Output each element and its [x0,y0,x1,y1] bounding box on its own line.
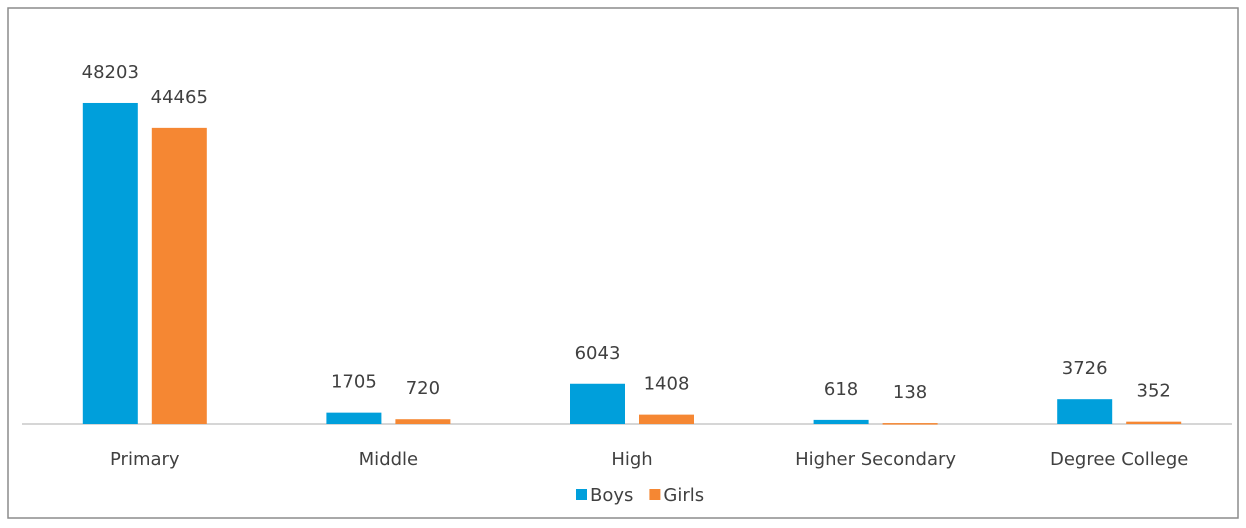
legend-label: Boys [590,485,633,506]
bar [151,127,207,424]
bar [395,419,451,424]
data-label: 720 [406,378,440,399]
legend-label: Girls [663,485,704,506]
legend-swatch [649,489,661,500]
x-tick-label: High [611,449,652,470]
bar [813,419,869,424]
x-tick-label: Middle [359,449,418,470]
x-tick-label: Degree College [1050,449,1188,470]
data-label: 44465 [151,87,208,108]
bar [639,414,694,424]
x-tick-label: Primary [110,449,180,470]
data-label: 6043 [575,343,621,364]
bar [1126,421,1182,424]
data-label: 1408 [644,374,690,395]
data-label: 138 [893,382,927,403]
bar [570,383,625,424]
chart-frame [7,7,1239,519]
bar [326,412,382,424]
bar [82,102,138,424]
data-label: 48203 [82,62,139,83]
data-label: 1705 [331,372,377,393]
data-label: 3726 [1062,358,1108,379]
legend-swatch [576,489,587,500]
data-label: 618 [824,379,858,400]
bar [1057,399,1113,424]
x-tick-label: Higher Secondary [795,449,956,470]
data-label: 352 [1137,381,1171,402]
bar [882,423,938,425]
